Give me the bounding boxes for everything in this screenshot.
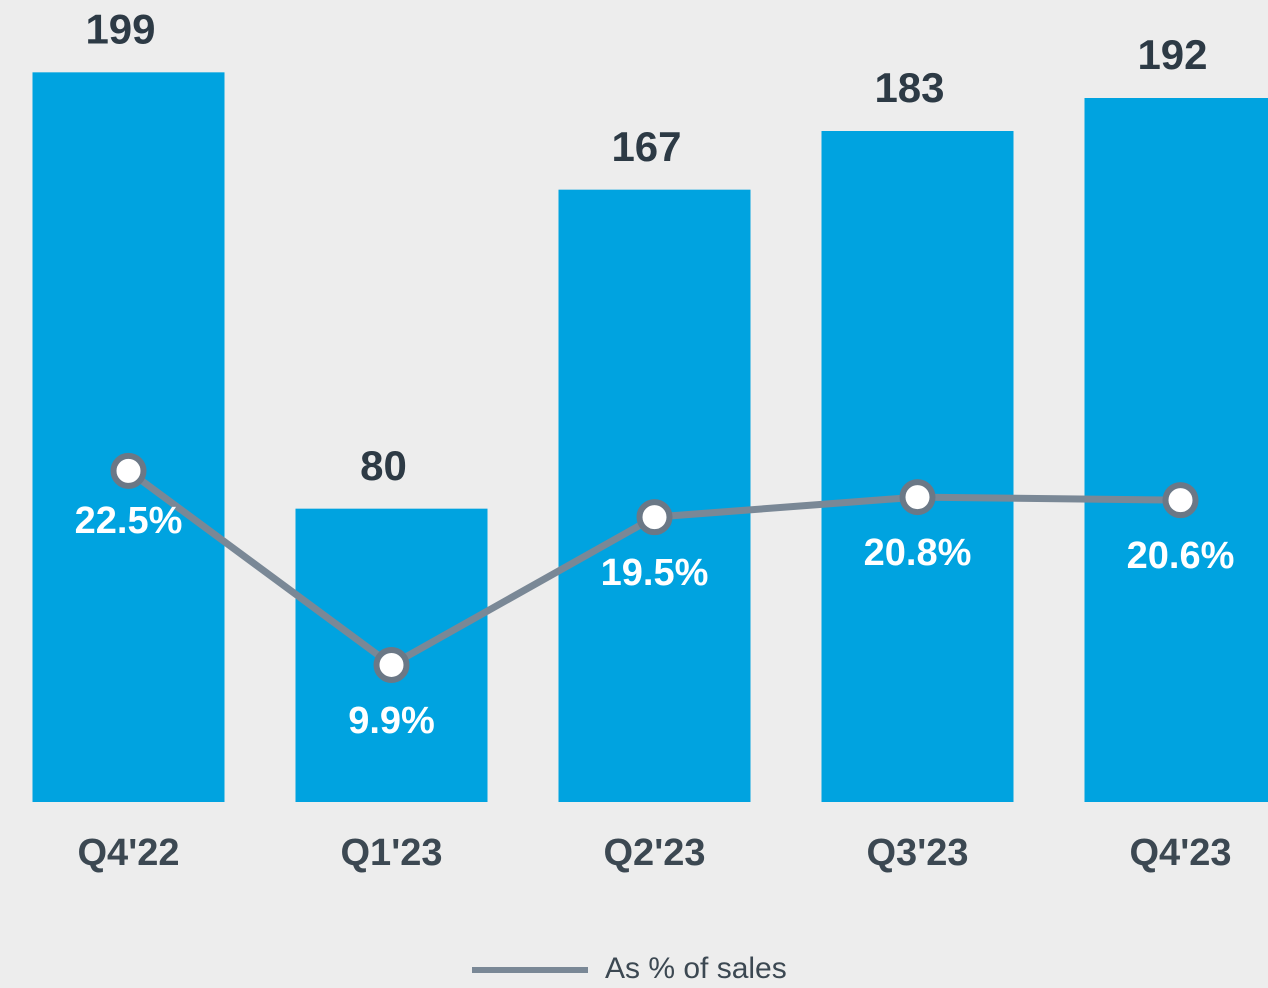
line-point	[110, 452, 147, 489]
bar-value-label: 167	[611, 123, 681, 170]
line-value-label: 20.6%	[1127, 535, 1235, 577]
bar	[1084, 98, 1268, 802]
legend-label: As % of sales	[605, 952, 787, 985]
x-tick-label: Q4'22	[78, 832, 180, 874]
line-value-label: 9.9%	[348, 700, 435, 742]
line-value-label: 22.5%	[75, 500, 183, 542]
bar	[821, 131, 1014, 802]
x-tick-label: Q4'23	[1130, 832, 1232, 874]
bar-value-label: 183	[874, 64, 944, 111]
line-point	[373, 646, 410, 683]
line-point	[899, 479, 936, 516]
bar-value-label: 199	[85, 5, 155, 52]
line-value-label: 20.8%	[864, 532, 972, 574]
x-tick-label: Q2'23	[604, 832, 706, 874]
line-point	[636, 499, 673, 536]
x-tick-label: Q1'23	[341, 832, 443, 874]
x-tick-label: Q3'23	[867, 832, 969, 874]
bar	[558, 189, 751, 802]
line-point	[1162, 482, 1199, 519]
bar-value-label: 192	[1137, 31, 1207, 78]
line-value-label: 19.5%	[601, 552, 709, 594]
bar	[32, 72, 225, 803]
bar-value-label: 80	[360, 442, 407, 489]
